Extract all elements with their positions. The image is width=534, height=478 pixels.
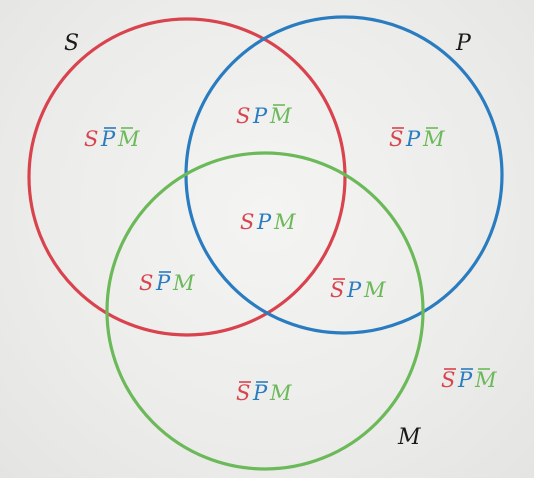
- region-term-p: P: [256, 210, 272, 234]
- region-term-m: M: [273, 210, 296, 234]
- region-term-s: S: [441, 368, 455, 392]
- region-term-s: S: [240, 210, 254, 234]
- region-term-p: P: [252, 381, 268, 405]
- region-term-m: M: [172, 271, 195, 295]
- set-label-m: M: [397, 425, 421, 450]
- region-term-s: S: [84, 127, 98, 151]
- region-term-m: M: [422, 127, 445, 151]
- region-term-m: M: [474, 368, 497, 392]
- region-term-s: S: [236, 381, 250, 405]
- region-term-p: P: [155, 271, 171, 295]
- region-term-p: P: [252, 104, 268, 128]
- region-term-m: M: [269, 381, 292, 405]
- region-term-p: P: [405, 127, 421, 151]
- region-term-p: P: [346, 278, 362, 302]
- region-term-p: P: [457, 368, 473, 392]
- circle-s: [27, 17, 347, 337]
- set-label-p: P: [455, 31, 472, 56]
- region-term-s: S: [236, 104, 250, 128]
- region-term-m: M: [269, 104, 292, 128]
- region-term-m: M: [363, 278, 386, 302]
- region-term-s: S: [389, 127, 403, 151]
- region-term-s: S: [330, 278, 344, 302]
- set-label-s: S: [64, 31, 79, 56]
- region-term-s: S: [139, 271, 153, 295]
- region-term-m: M: [117, 127, 140, 151]
- region-term-p: P: [100, 127, 116, 151]
- circle-m: [105, 151, 425, 471]
